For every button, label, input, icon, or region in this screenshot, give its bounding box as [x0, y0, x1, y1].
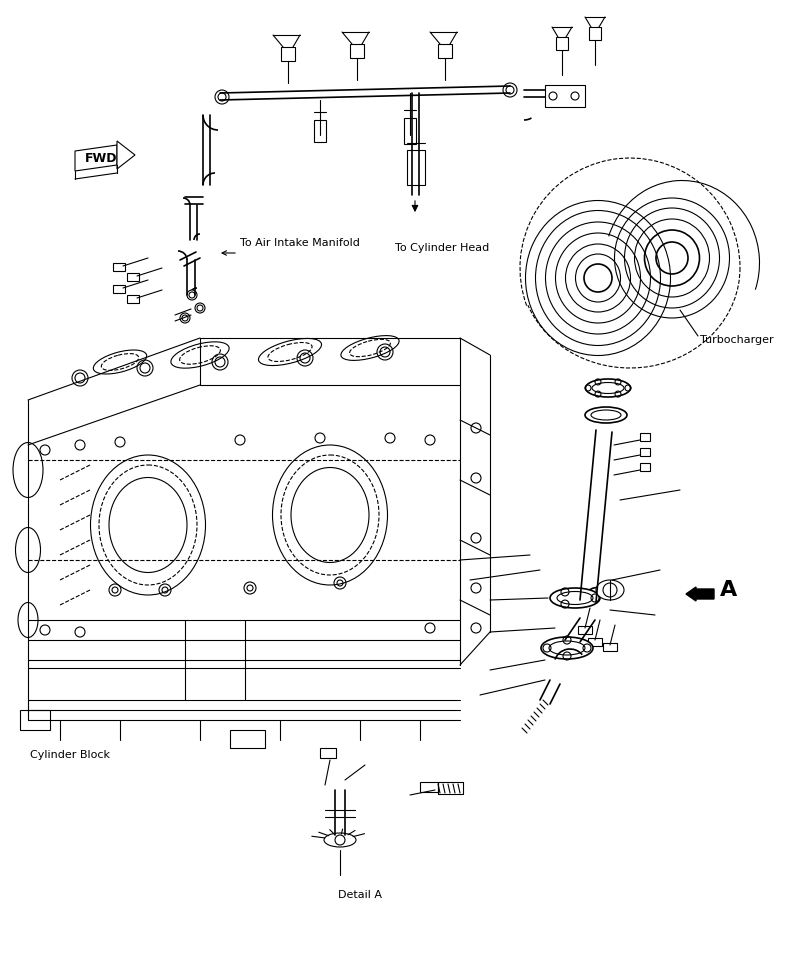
Bar — [127, 295, 139, 303]
Bar — [407, 150, 425, 185]
Text: To Cylinder Head: To Cylinder Head — [395, 243, 489, 253]
Text: A: A — [720, 580, 737, 600]
Polygon shape — [117, 141, 135, 169]
Bar — [438, 44, 452, 58]
Circle shape — [215, 90, 229, 104]
Bar — [603, 643, 617, 651]
Bar — [545, 85, 585, 107]
Ellipse shape — [596, 580, 624, 600]
Circle shape — [503, 83, 517, 97]
Ellipse shape — [550, 588, 600, 608]
Bar — [314, 120, 326, 142]
Bar — [640, 448, 650, 456]
Ellipse shape — [324, 833, 356, 847]
Text: Cylinder Block: Cylinder Block — [30, 750, 110, 760]
Bar — [350, 44, 364, 58]
Bar — [420, 782, 438, 792]
Text: To Air Intake Manifold: To Air Intake Manifold — [240, 238, 360, 248]
Text: FWD: FWD — [85, 152, 117, 164]
Bar — [588, 638, 602, 646]
Bar — [578, 626, 592, 634]
Bar — [589, 27, 601, 40]
Ellipse shape — [541, 637, 593, 659]
Bar — [127, 273, 139, 281]
Bar — [281, 47, 295, 61]
Text: Turbocharger: Turbocharger — [700, 335, 774, 345]
Bar — [320, 748, 336, 758]
Bar — [556, 37, 568, 50]
Bar — [230, 730, 265, 748]
Bar — [113, 263, 125, 271]
Circle shape — [335, 835, 345, 845]
Bar — [640, 433, 650, 441]
FancyArrow shape — [686, 587, 714, 601]
Ellipse shape — [585, 379, 630, 397]
Bar — [113, 285, 125, 293]
Ellipse shape — [585, 407, 627, 423]
Bar — [640, 463, 650, 471]
Circle shape — [180, 313, 190, 323]
Bar — [404, 118, 416, 144]
Circle shape — [195, 303, 205, 313]
Circle shape — [187, 290, 197, 300]
Bar — [20, 710, 50, 730]
Circle shape — [603, 583, 617, 597]
Text: Detail A: Detail A — [338, 890, 382, 900]
Polygon shape — [75, 145, 117, 171]
